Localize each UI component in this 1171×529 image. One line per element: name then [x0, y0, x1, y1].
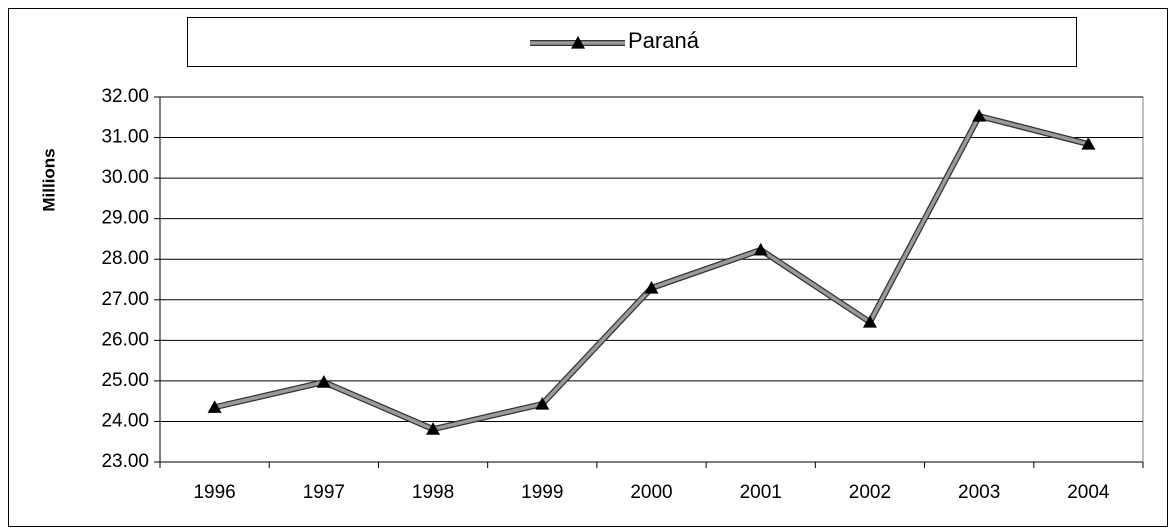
- marker: [862, 315, 877, 328]
- marker: [426, 422, 441, 435]
- x-tick-label: 2004: [1067, 482, 1110, 503]
- x-tick-label: 1999: [521, 482, 563, 503]
- marker: [1081, 137, 1096, 150]
- marker: [644, 281, 659, 294]
- x-tick-label: 1997: [303, 482, 345, 503]
- y-tick-label: 29.00: [101, 208, 149, 229]
- y-tick-label: 31.00: [101, 127, 149, 148]
- y-tick-label: 24.00: [101, 410, 149, 431]
- marker: [753, 242, 768, 256]
- legend-box: [187, 17, 1077, 67]
- y-tick-label: 27.00: [101, 289, 149, 310]
- legend-marker: [571, 36, 585, 49]
- x-tick-label: 2001: [740, 482, 782, 503]
- legend-label: Paraná: [628, 28, 700, 53]
- y-tick-label: 23.00: [101, 451, 149, 472]
- x-tick-label: 1998: [412, 482, 454, 503]
- marker: [972, 109, 987, 122]
- y-tick-label: 28.00: [101, 248, 149, 269]
- marker: [207, 400, 222, 413]
- marker: [316, 375, 331, 388]
- y-tick-label: 30.00: [101, 167, 149, 188]
- y-tick-label: 25.00: [101, 370, 149, 391]
- x-tick-label: 1996: [193, 482, 235, 503]
- marker: [535, 397, 550, 410]
- y-axis-label: Millions: [39, 148, 58, 211]
- y-tick-label: 32.00: [101, 86, 149, 107]
- y-tick-label: 26.00: [101, 329, 149, 350]
- plot-area: [159, 96, 1144, 463]
- x-tick-label: 2002: [849, 482, 891, 503]
- x-tick-label: 2003: [958, 482, 1000, 503]
- x-tick-label: 2000: [630, 482, 672, 503]
